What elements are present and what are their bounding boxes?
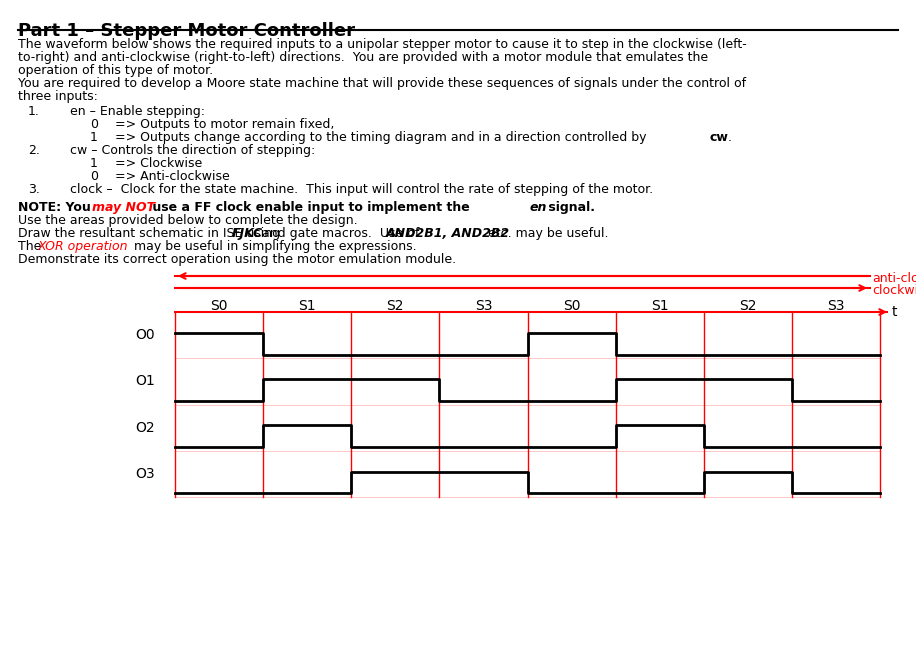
Text: => Anti-clockwise: => Anti-clockwise bbox=[115, 170, 230, 183]
Text: and gate macros.  Use of: and gate macros. Use of bbox=[258, 227, 423, 240]
Text: AND2B1, AND2B2: AND2B1, AND2B2 bbox=[386, 227, 510, 240]
Text: 0: 0 bbox=[90, 118, 98, 131]
Text: may be useful in simplifying the expressions.: may be useful in simplifying the express… bbox=[130, 240, 417, 253]
Text: 0: 0 bbox=[90, 170, 98, 183]
Text: You are required to develop a Moore state machine that will provide these sequen: You are required to develop a Moore stat… bbox=[18, 77, 747, 90]
Text: S2: S2 bbox=[739, 299, 757, 313]
Text: .: . bbox=[728, 131, 732, 144]
Text: clockwise: clockwise bbox=[872, 284, 916, 297]
Text: Draw the resultant schematic in ISE using: Draw the resultant schematic in ISE usin… bbox=[18, 227, 284, 240]
Text: en – Enable stepping:: en – Enable stepping: bbox=[70, 105, 205, 118]
Text: FJKC: FJKC bbox=[232, 227, 263, 240]
Text: O1: O1 bbox=[136, 374, 155, 388]
Text: O2: O2 bbox=[136, 421, 155, 435]
Text: 2.: 2. bbox=[28, 144, 40, 157]
Text: cw: cw bbox=[710, 131, 729, 144]
Text: operation of this type of motor.: operation of this type of motor. bbox=[18, 64, 213, 77]
Text: NOTE: You: NOTE: You bbox=[18, 201, 95, 214]
Text: Use the areas provided below to complete the design.: Use the areas provided below to complete… bbox=[18, 214, 357, 227]
Text: S0: S0 bbox=[562, 299, 581, 313]
Text: to-right) and anti-clockwise (right-to-left) directions.  You are provided with : to-right) and anti-clockwise (right-to-l… bbox=[18, 51, 708, 64]
Text: 3.: 3. bbox=[28, 183, 40, 196]
Text: S3: S3 bbox=[474, 299, 492, 313]
Text: S1: S1 bbox=[299, 299, 316, 313]
Text: => Outputs change according to the timing diagram and in a direction controlled : => Outputs change according to the timin… bbox=[115, 131, 650, 144]
Text: 1.: 1. bbox=[28, 105, 40, 118]
Text: The waveform below shows the required inputs to a unipolar stepper motor to caus: The waveform below shows the required in… bbox=[18, 38, 747, 51]
Text: The: The bbox=[18, 240, 46, 253]
Text: => Outputs to motor remain fixed,: => Outputs to motor remain fixed, bbox=[115, 118, 334, 131]
Text: three inputs:: three inputs: bbox=[18, 90, 98, 103]
Text: S1: S1 bbox=[651, 299, 669, 313]
Text: Part 1 – Stepper Motor Controller: Part 1 – Stepper Motor Controller bbox=[18, 22, 355, 40]
Text: 1: 1 bbox=[90, 157, 98, 170]
Text: en: en bbox=[530, 201, 548, 214]
Text: anti-clockwise: anti-clockwise bbox=[872, 272, 916, 285]
Text: use a FF clock enable input to implement the: use a FF clock enable input to implement… bbox=[148, 201, 474, 214]
Text: signal.: signal. bbox=[544, 201, 595, 214]
Text: t: t bbox=[892, 305, 898, 319]
Text: Demonstrate its correct operation using the motor emulation module.: Demonstrate its correct operation using … bbox=[18, 253, 456, 266]
Text: clock –  Clock for the state machine.  This input will control the rate of stepp: clock – Clock for the state machine. Thi… bbox=[70, 183, 653, 196]
Text: S2: S2 bbox=[387, 299, 404, 313]
Text: O0: O0 bbox=[136, 328, 155, 342]
Text: => Clockwise: => Clockwise bbox=[115, 157, 202, 170]
Text: S0: S0 bbox=[211, 299, 228, 313]
Text: XOR operation: XOR operation bbox=[38, 240, 128, 253]
Text: may NOT: may NOT bbox=[92, 201, 155, 214]
Text: cw – Controls the direction of stepping:: cw – Controls the direction of stepping: bbox=[70, 144, 315, 157]
Text: S3: S3 bbox=[827, 299, 845, 313]
Text: O3: O3 bbox=[136, 467, 155, 481]
Text: etc. may be useful.: etc. may be useful. bbox=[484, 227, 608, 240]
Text: 1: 1 bbox=[90, 131, 98, 144]
